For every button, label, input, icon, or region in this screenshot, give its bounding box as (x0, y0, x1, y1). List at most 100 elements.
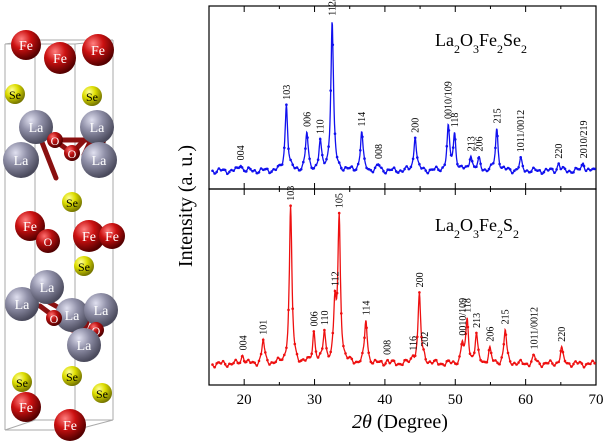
data-point (337, 211, 341, 215)
data-point (584, 169, 588, 173)
data-point (228, 170, 231, 174)
data-point (432, 359, 436, 363)
data-point (525, 362, 529, 366)
data-point (249, 361, 252, 365)
data-point (574, 166, 577, 170)
peak-label: 006 (302, 112, 313, 127)
chart-panel-bottom: 004 101 103 006 110 112 105 114 008 116 200 202 0010… (208, 186, 597, 386)
data-point (578, 168, 582, 171)
data-point (544, 361, 548, 365)
data-point (365, 166, 368, 170)
data-point (350, 357, 354, 361)
data-point (418, 162, 421, 166)
data-point (536, 169, 539, 172)
data-point (555, 361, 558, 365)
atom-se (92, 383, 112, 403)
data-point (291, 163, 295, 166)
data-point (557, 360, 560, 364)
data-point (257, 171, 261, 174)
peak-label: 008 (374, 144, 385, 159)
data-point (325, 157, 328, 161)
compound-label-element: O (460, 215, 473, 235)
data-point (356, 360, 360, 364)
compound-label-element: La (435, 30, 454, 50)
data-point (445, 360, 449, 363)
data-point (215, 170, 218, 174)
data-point (253, 361, 256, 365)
peak-label: 0010/109 (444, 81, 455, 119)
data-point (517, 166, 520, 169)
data-point (340, 312, 343, 315)
data-point (306, 356, 309, 359)
data-point (578, 360, 582, 364)
data-point (416, 156, 419, 159)
data-point (549, 359, 552, 362)
data-point (346, 356, 349, 360)
compound-label-subscript: 2 (454, 42, 460, 56)
peak-label: 1011/0012 (530, 307, 541, 349)
data-point (367, 351, 371, 355)
atom-la (67, 328, 101, 362)
data-point (460, 164, 463, 168)
data-point (589, 362, 592, 366)
data-point (365, 326, 368, 330)
data-point (283, 146, 286, 150)
data-point (213, 365, 216, 369)
atom-label: Se (16, 376, 28, 390)
data-point (521, 164, 525, 168)
data-point (378, 164, 381, 167)
peak-label: 200 (411, 118, 422, 133)
data-point (226, 172, 229, 176)
data-point (551, 362, 554, 365)
data-point (297, 360, 301, 363)
data-point (409, 165, 413, 169)
data-point (530, 170, 533, 173)
data-point (475, 331, 478, 335)
peak-label: 103 (282, 85, 293, 100)
data-point (468, 158, 472, 161)
data-point (268, 171, 271, 175)
data-point (245, 360, 248, 364)
data-point (285, 103, 288, 106)
data-point (496, 361, 499, 365)
data-point (580, 163, 584, 167)
atom-label: Fe (53, 52, 67, 67)
data-point (411, 157, 415, 161)
data-point (500, 166, 504, 169)
data-point (565, 170, 569, 174)
atom-label: O (51, 134, 60, 148)
data-point (230, 168, 233, 172)
data-point (464, 165, 468, 168)
compound-label-subscript: 2 (497, 42, 503, 56)
data-point (274, 360, 278, 364)
data-point (245, 170, 248, 173)
data-point (532, 353, 535, 357)
data-point (563, 359, 567, 363)
peak-label: 0010/109 (458, 298, 469, 336)
data-point (312, 167, 316, 170)
data-point (587, 362, 590, 365)
atom-label: Se (66, 370, 78, 384)
data-point (211, 169, 214, 173)
data-point (297, 169, 301, 172)
data-point (392, 359, 396, 363)
x-tick-label: 70 (589, 392, 603, 408)
data-point (473, 351, 476, 355)
data-point (375, 163, 379, 167)
data-point (549, 167, 552, 171)
data-point (321, 153, 324, 157)
data-point (540, 365, 544, 369)
data-point (413, 136, 417, 140)
data-point (451, 360, 455, 363)
atom-label: Fe (105, 230, 119, 245)
compound-label-element: O (460, 30, 473, 50)
atom-label: Fe (82, 230, 96, 245)
plot-frame (208, 5, 597, 190)
peak-label: 105 (335, 193, 346, 208)
data-point (238, 361, 242, 365)
data-point (563, 167, 567, 171)
peak-label: 103 (286, 186, 297, 201)
data-point (498, 362, 501, 366)
data-point (568, 169, 571, 173)
data-point (430, 168, 434, 171)
